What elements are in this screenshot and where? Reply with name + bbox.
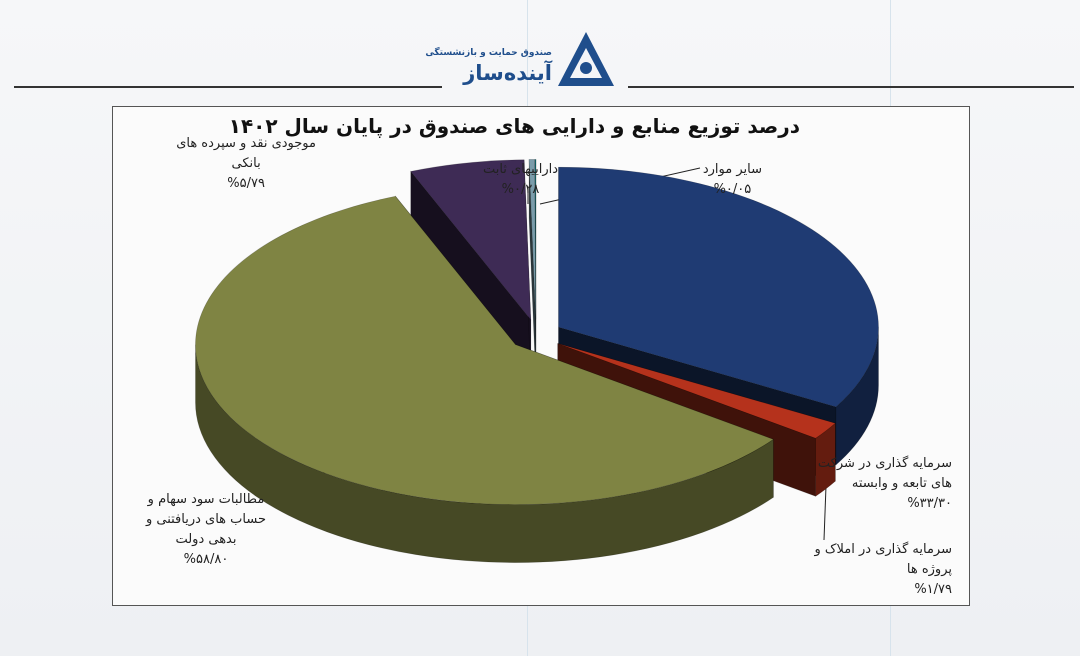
label-line: سایر موارد	[702, 162, 762, 177]
pie-slices	[195, 159, 879, 563]
data-label-cash: موجودی نقد و سپرده های بانکی %۵/۷۹	[176, 134, 316, 194]
fund-logo-icon	[558, 32, 614, 86]
label-percent: %۳۳/۳۰	[907, 496, 952, 511]
label-line: حساب های دریافتنی و	[145, 512, 266, 527]
label-line: بدهی دولت	[175, 532, 237, 547]
label-line: مطالبات سود سهام و	[147, 492, 265, 507]
label-line: داراییهای ثابت	[482, 162, 558, 177]
label-line: پروژه ها	[906, 562, 952, 577]
slice-subsidiaries-side	[835, 327, 879, 466]
label-percent: %۰/۰۵	[713, 182, 752, 197]
slice-real-estate	[557, 343, 836, 439]
data-label-subsidiaries: سرمایه گذاری در شرکت های تابعه و وابسته …	[818, 454, 952, 514]
label-percent: %۱/۷۹	[914, 582, 952, 597]
data-label-fixed-assets: داراییهای ثابت %۰/۲۸	[483, 160, 558, 200]
label-percent: %۵/۷۹	[227, 176, 265, 191]
logo-name: آینده‌ساز	[463, 61, 552, 85]
fund-logo: صندوق حمایت و بازنشستگی آینده‌ساز	[425, 30, 624, 92]
label-percent: %۵۸/۸۰	[183, 552, 229, 567]
slice-other	[534, 159, 537, 320]
label-line: سرمایه گذاری در شرکت	[817, 456, 952, 471]
logo-subtitle: صندوق حمایت و بازنشستگی	[425, 48, 552, 58]
slice-cash	[410, 159, 532, 321]
label-line: موجودی نقد و سپرده های	[176, 136, 316, 151]
label-line: سرمایه گذاری در املاک و	[814, 542, 953, 557]
label-line: بانکی	[231, 156, 261, 171]
data-label-other: سایر موارد %۰/۰۵	[703, 160, 762, 200]
label-percent: %۰/۲۸	[501, 182, 540, 197]
slice-subsidiaries	[558, 166, 879, 408]
slice-receivables-side	[195, 344, 774, 563]
chart-title: درصد توزیع منابع و دارایی های صندوق در پ…	[228, 114, 800, 138]
header-rule	[14, 86, 442, 88]
data-label-real-estate: سرمایه گذاری در املاک و پروژه ها %۱/۷۹	[815, 540, 953, 600]
header-rule	[628, 86, 1074, 88]
label-line: های تابعه و وابسته	[851, 476, 952, 491]
data-label-receivables: مطالبات سود سهام و حساب های دریافتنی و ب…	[146, 490, 266, 570]
slice-receivables	[195, 195, 774, 505]
slice-fixed-assets	[528, 159, 536, 320]
